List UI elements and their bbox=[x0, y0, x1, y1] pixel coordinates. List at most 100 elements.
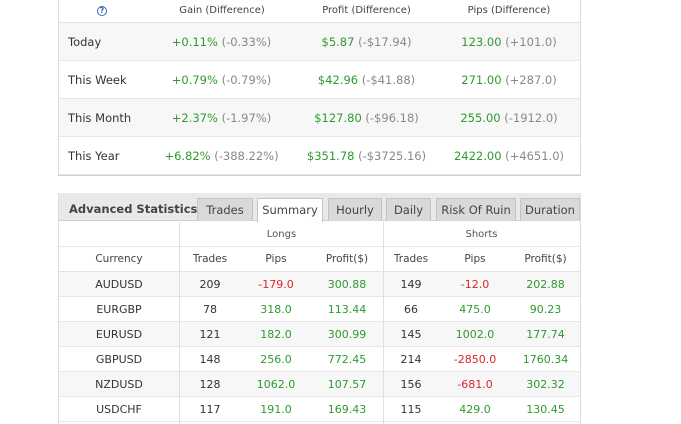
gain-cell: +2.37% (-1.97%) bbox=[159, 111, 284, 125]
period-row: This Year +6.82% (-388.22%) $351.78 (-$372… bbox=[59, 137, 580, 175]
gain-difference: (-1.97%) bbox=[221, 111, 272, 125]
table-row: EURGBP 78 318.0 113.44 66 475.0 90.23 bbox=[59, 297, 580, 322]
long-trades-cell: 128 bbox=[199, 378, 221, 391]
pips-cell: 2422.00 (+4651.0) bbox=[449, 149, 569, 163]
period-row: This Month +2.37% (-1.97%) $127.80 (-$96.1… bbox=[59, 99, 580, 137]
long-profit-column-header: Profit($) bbox=[325, 253, 369, 265]
gain-value: +6.82% bbox=[164, 149, 211, 163]
table-row: GBPUSD 148 256.0 772.45 214 -2850.0 1760.34 bbox=[59, 347, 580, 372]
short-profit-cell: 302.32 bbox=[526, 378, 565, 391]
profit-cell: $351.78 (-$3725.16) bbox=[299, 149, 434, 163]
advanced-statistics-panel: Advanced Statistics Trades Summary Hourl… bbox=[58, 193, 581, 424]
long-pips-cell: 256.0 bbox=[260, 353, 292, 366]
pips-value: 255.00 bbox=[460, 111, 501, 125]
long-profit-cell: 107.57 bbox=[327, 378, 367, 391]
tab-label: Risk Of Ruin bbox=[441, 203, 511, 217]
profit-cell: $5.87 (-$17.94) bbox=[299, 35, 434, 49]
period-label: This Year bbox=[68, 149, 120, 163]
short-pips-cell: 429.0 bbox=[459, 403, 491, 416]
table-row: AUDUSD 209 -179.0 300.88 149 -12.0 202.88 bbox=[59, 272, 580, 297]
short-trades-column-header: Trades bbox=[393, 253, 429, 265]
pips-cell: 123.00 (+101.0) bbox=[449, 35, 569, 49]
pips-value: 123.00 bbox=[461, 35, 502, 49]
gain-cell: +6.82% (-388.22%) bbox=[159, 149, 284, 163]
pips-difference: (-1912.0) bbox=[504, 111, 558, 125]
tab-trades[interactable]: Trades bbox=[197, 198, 253, 221]
help-icon[interactable]: ? bbox=[97, 6, 107, 16]
currency-cell: GBPUSD bbox=[95, 353, 143, 366]
long-trades-cell: 148 bbox=[199, 353, 221, 366]
short-profit-cell: 202.88 bbox=[526, 278, 565, 291]
long-trades-cell: 117 bbox=[199, 403, 221, 416]
profit-value: $5.87 bbox=[321, 35, 355, 49]
profit-difference: (-$96.18) bbox=[365, 111, 419, 125]
period-label: Today bbox=[68, 35, 102, 49]
tab-summary[interactable]: Summary bbox=[257, 198, 323, 222]
long-pips-column-header: Pips bbox=[265, 253, 287, 265]
table-row: EURUSD 121 182.0 300.99 145 1002.0 177.74 bbox=[59, 322, 580, 347]
currency-cell: AUDUSD bbox=[95, 278, 143, 291]
pips-difference: (+101.0) bbox=[505, 35, 557, 49]
short-pips-cell: -2850.0 bbox=[453, 353, 497, 366]
short-profit-column-header: Profit($) bbox=[524, 253, 567, 265]
gain-column-header: Gain (Difference) bbox=[179, 5, 265, 16]
pips-cell: 255.00 (-1912.0) bbox=[449, 111, 569, 125]
pips-column-header: Pips (Difference) bbox=[467, 5, 551, 16]
short-pips-cell: -681.0 bbox=[457, 378, 493, 391]
period-row: This Week +0.79% (-0.79%) $42.96 (-$41.88)… bbox=[59, 61, 580, 99]
currency-column-header: Currency bbox=[95, 253, 143, 265]
long-pips-cell: 318.0 bbox=[260, 303, 292, 316]
pips-difference: (+4651.0) bbox=[505, 149, 565, 163]
long-profit-cell: 169.43 bbox=[327, 403, 367, 416]
tab-risk-of-ruin[interactable]: Risk Of Ruin bbox=[436, 198, 516, 221]
profit-difference: (-$3725.16) bbox=[358, 149, 427, 163]
table-row: NZDUSD 128 1062.0 107.57 156 -681.0 302.32 bbox=[59, 372, 580, 397]
short-trades-cell: 115 bbox=[400, 403, 422, 416]
long-trades-cell: 209 bbox=[199, 278, 221, 291]
short-trades-cell: 145 bbox=[400, 328, 422, 341]
profit-value: $351.78 bbox=[306, 149, 355, 163]
longs-group-label: Longs bbox=[266, 229, 297, 240]
table-row: USDCHF 117 191.0 169.43 115 429.0 130.45 bbox=[59, 397, 580, 422]
period-label: This Month bbox=[68, 111, 132, 125]
tab-label: Trades bbox=[206, 203, 244, 217]
tab-label: Daily bbox=[393, 203, 424, 217]
long-pips-cell: 191.0 bbox=[260, 403, 292, 416]
tab-duration[interactable]: Duration bbox=[520, 198, 580, 221]
currency-cell: USDCHF bbox=[96, 403, 142, 416]
tab-hourly[interactable]: Hourly bbox=[328, 198, 382, 221]
gain-value: +2.37% bbox=[171, 111, 218, 125]
long-pips-cell: 182.0 bbox=[260, 328, 292, 341]
period-label: This Week bbox=[68, 73, 127, 87]
pips-cell: 271.00 (+287.0) bbox=[449, 73, 569, 87]
short-profit-cell: 90.23 bbox=[529, 303, 562, 316]
short-profit-cell: 1760.34 bbox=[522, 353, 569, 366]
tab-daily[interactable]: Daily bbox=[386, 198, 431, 221]
tab-label: Duration bbox=[525, 203, 575, 217]
tab-label: Summary bbox=[262, 203, 318, 217]
profit-difference: (-$17.94) bbox=[358, 35, 412, 49]
profit-cell: $127.80 (-$96.18) bbox=[299, 111, 434, 125]
period-summary-header: ? Gain (Difference) Profit (Difference) … bbox=[59, 0, 580, 23]
short-trades-cell: 214 bbox=[400, 353, 422, 366]
gain-value: +0.79% bbox=[171, 73, 218, 87]
tab-label: Hourly bbox=[336, 203, 374, 217]
period-row: Today +0.11% (-0.33%) $5.87 (-$17.94) 123.0… bbox=[59, 23, 580, 61]
long-pips-cell: -179.0 bbox=[258, 278, 294, 291]
short-trades-cell: 66 bbox=[404, 303, 418, 316]
long-profit-cell: 113.44 bbox=[327, 303, 367, 316]
long-trades-column-header: Trades bbox=[192, 253, 228, 265]
gain-difference: (-388.22%) bbox=[214, 149, 279, 163]
column-header-row: Currency Trades Pips Profit($) Trades Pi… bbox=[59, 247, 580, 272]
currency-cell: NZDUSD bbox=[95, 378, 143, 391]
profit-column-header: Profit (Difference) bbox=[322, 5, 411, 16]
long-trades-cell: 78 bbox=[203, 303, 217, 316]
currency-cell: EURGBP bbox=[96, 303, 142, 316]
gain-cell: +0.79% (-0.79%) bbox=[159, 73, 284, 87]
short-pips-cell: 1002.0 bbox=[455, 328, 495, 341]
short-profit-cell: 177.74 bbox=[526, 328, 565, 341]
gain-value: +0.11% bbox=[171, 35, 218, 49]
profit-value: $127.80 bbox=[314, 111, 362, 125]
long-trades-cell: 121 bbox=[199, 328, 221, 341]
advanced-statistics-title: Advanced Statistics bbox=[69, 202, 198, 216]
